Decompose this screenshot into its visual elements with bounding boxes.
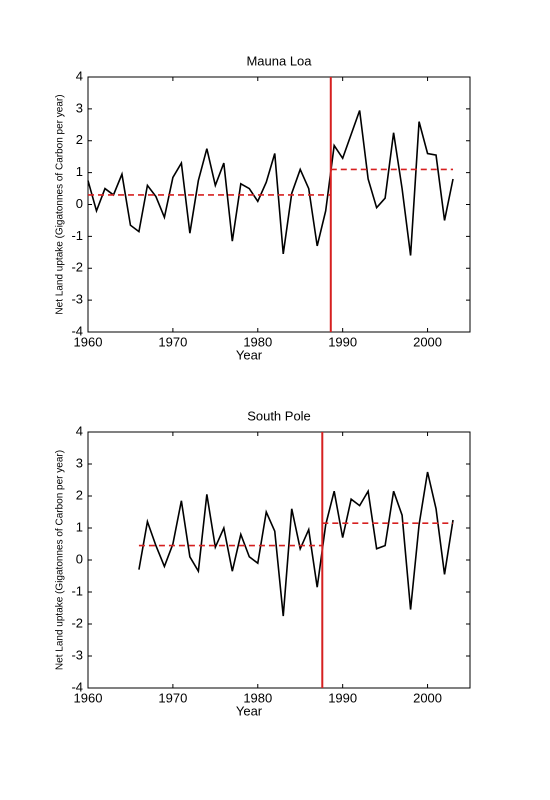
y-tick-label: -1: [71, 228, 83, 243]
x-tick-label: 1960: [74, 690, 103, 705]
y-tick-label: 0: [76, 196, 83, 211]
y-tick-label: 4: [76, 423, 83, 438]
y-tick-label: 3: [76, 100, 83, 115]
axes-box: [87, 431, 471, 689]
chart-title: South Pole: [247, 408, 311, 423]
y-tick-label: 1: [76, 164, 83, 179]
y-tick-label: -2: [71, 260, 83, 275]
data-line: [87, 110, 454, 256]
x-tick-label: 1960: [74, 334, 103, 349]
y-axis-label: Net Land uptake (Gigatonnes of Carbon pe…: [55, 450, 66, 670]
x-tick-label: 1970: [158, 334, 187, 349]
y-tick-label: -4: [71, 679, 83, 694]
y-tick-label: -4: [71, 323, 83, 338]
x-tick-label: 1970: [158, 690, 187, 705]
x-axis-label: Year: [236, 703, 263, 718]
chart-title: Mauna Loa: [246, 53, 312, 68]
y-tick-label: 2: [76, 487, 83, 502]
y-axis-label: Net Land uptake (Gigatonnes of Carbon pe…: [55, 94, 66, 314]
y-tick-label: 1: [76, 519, 83, 534]
y-tick-label: 0: [76, 551, 83, 566]
y-tick-label: -3: [71, 647, 83, 662]
data-line: [138, 471, 454, 617]
x-tick-label: 1990: [328, 690, 357, 705]
x-tick-label: 1990: [328, 334, 357, 349]
y-tick-label: -3: [71, 292, 83, 307]
y-tick-label: -1: [71, 583, 83, 598]
x-tick-label: 2000: [413, 690, 442, 705]
y-tick-label: -2: [71, 615, 83, 630]
x-axis-label: Year: [236, 347, 263, 362]
y-tick-label: 2: [76, 132, 83, 147]
x-tick-label: 1980: [243, 690, 272, 705]
x-tick-label: 1980: [243, 334, 272, 349]
x-tick-label: 2000: [413, 334, 442, 349]
y-tick-label: 4: [76, 68, 83, 83]
axes-box: [87, 76, 471, 333]
y-tick-label: 3: [76, 455, 83, 470]
